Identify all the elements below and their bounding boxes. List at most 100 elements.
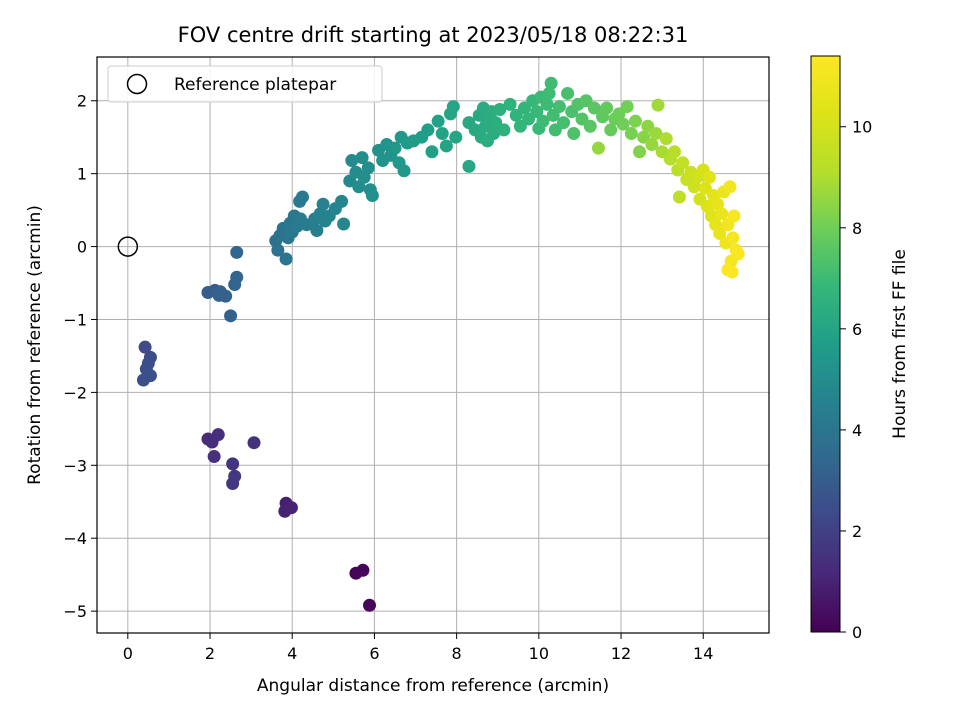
grid-lines	[97, 57, 769, 633]
y-tick-label: 0	[77, 238, 87, 257]
data-point	[556, 116, 570, 130]
colorbar-tick-label: 0	[852, 623, 862, 642]
data-point	[335, 194, 349, 208]
data-point	[493, 102, 507, 116]
data-point	[230, 245, 244, 259]
y-axis-label: Rotation from reference (arcmin)	[25, 205, 45, 485]
colorbar-ticks: 0 2 4 6 8 10	[840, 118, 872, 642]
data-point	[497, 123, 511, 137]
data-point	[212, 288, 226, 302]
data-point	[591, 141, 605, 155]
legend: Reference platepar	[107, 65, 383, 103]
x-tick-label: 14	[693, 644, 713, 663]
data-point	[425, 145, 439, 159]
data-point	[207, 450, 221, 464]
data-point	[247, 436, 261, 450]
data-point	[310, 224, 324, 238]
data-point	[230, 270, 244, 284]
x-tick-label: 12	[611, 644, 631, 663]
colorbar: 0 2 4 6 8 10 Hours from first FF file	[810, 55, 910, 642]
data-point	[226, 477, 240, 491]
data-point	[345, 154, 359, 168]
x-tick-label: 8	[452, 644, 462, 663]
y-tick-label: −5	[63, 602, 87, 621]
legend-marker-reference-icon	[126, 73, 148, 95]
data-point	[620, 100, 634, 114]
data-point	[536, 114, 550, 128]
data-point	[587, 101, 601, 115]
x-axis-label: Angular distance from reference (arcmin)	[257, 676, 609, 696]
data-point	[552, 100, 566, 114]
colorbar-tick-label: 4	[852, 421, 862, 440]
legend-label-reference: Reference platepar	[174, 75, 336, 95]
data-point	[604, 123, 618, 137]
data-point	[487, 127, 501, 141]
data-point	[352, 180, 366, 194]
data-point	[421, 123, 435, 137]
y-tick-label: −2	[63, 383, 87, 402]
data-point	[715, 207, 729, 221]
data-point	[651, 98, 665, 112]
x-tick-label: 2	[205, 644, 215, 663]
x-tick-label: 10	[529, 644, 549, 663]
data-point	[600, 101, 614, 115]
data-point	[279, 252, 293, 266]
y-tick-label: 2	[77, 92, 87, 111]
data-point	[362, 598, 376, 612]
colorbar-tick-label: 2	[852, 522, 862, 541]
y-tick-label: −4	[63, 529, 87, 548]
data-point	[727, 209, 741, 223]
data-point	[713, 226, 727, 240]
data-point	[211, 428, 225, 442]
data-point	[284, 501, 298, 515]
data-point	[530, 105, 544, 119]
x-axis-ticks: 0 2 4 6 8 10 12 14	[123, 633, 713, 663]
data-point	[355, 151, 369, 165]
data-point	[676, 156, 690, 170]
data-point	[296, 190, 310, 204]
data-point	[544, 76, 558, 90]
colorbar-tick-label: 10	[852, 118, 872, 137]
data-point	[503, 97, 517, 111]
data-point	[645, 137, 659, 151]
data-point	[271, 243, 285, 257]
x-tick-label: 0	[123, 644, 133, 663]
data-point	[583, 119, 597, 133]
data-point	[439, 139, 453, 153]
x-tick-label: 6	[369, 644, 379, 663]
data-point	[567, 127, 581, 141]
data-point	[446, 100, 460, 114]
colorbar-label: Hours from first FF file	[890, 249, 910, 439]
chart-title: FOV centre drift starting at 2023/05/18 …	[178, 23, 689, 47]
data-point	[356, 563, 370, 577]
data-point	[316, 197, 330, 211]
data-point	[628, 114, 642, 128]
data-point	[649, 127, 663, 141]
data-point	[365, 189, 379, 203]
data-point	[337, 217, 351, 231]
x-tick-label: 4	[287, 644, 297, 663]
data-point	[667, 145, 681, 159]
data-point	[224, 309, 238, 323]
data-point	[633, 145, 647, 159]
data-points	[117, 76, 745, 612]
data-point	[435, 127, 449, 141]
data-point	[226, 457, 240, 471]
data-point	[723, 180, 737, 194]
data-point	[542, 86, 556, 100]
y-tick-label: −3	[63, 456, 87, 475]
data-point	[702, 170, 716, 184]
legend-box	[107, 65, 383, 103]
data-point	[431, 114, 445, 128]
colorbar-gradient	[810, 55, 841, 633]
data-point	[397, 164, 411, 178]
data-point	[138, 340, 152, 354]
data-point	[616, 117, 630, 131]
data-point	[659, 132, 673, 146]
y-tick-label: −1	[63, 310, 87, 329]
data-point	[388, 141, 402, 155]
colorbar-tick-label: 6	[852, 320, 862, 339]
data-point	[726, 231, 740, 245]
data-point	[449, 130, 463, 144]
